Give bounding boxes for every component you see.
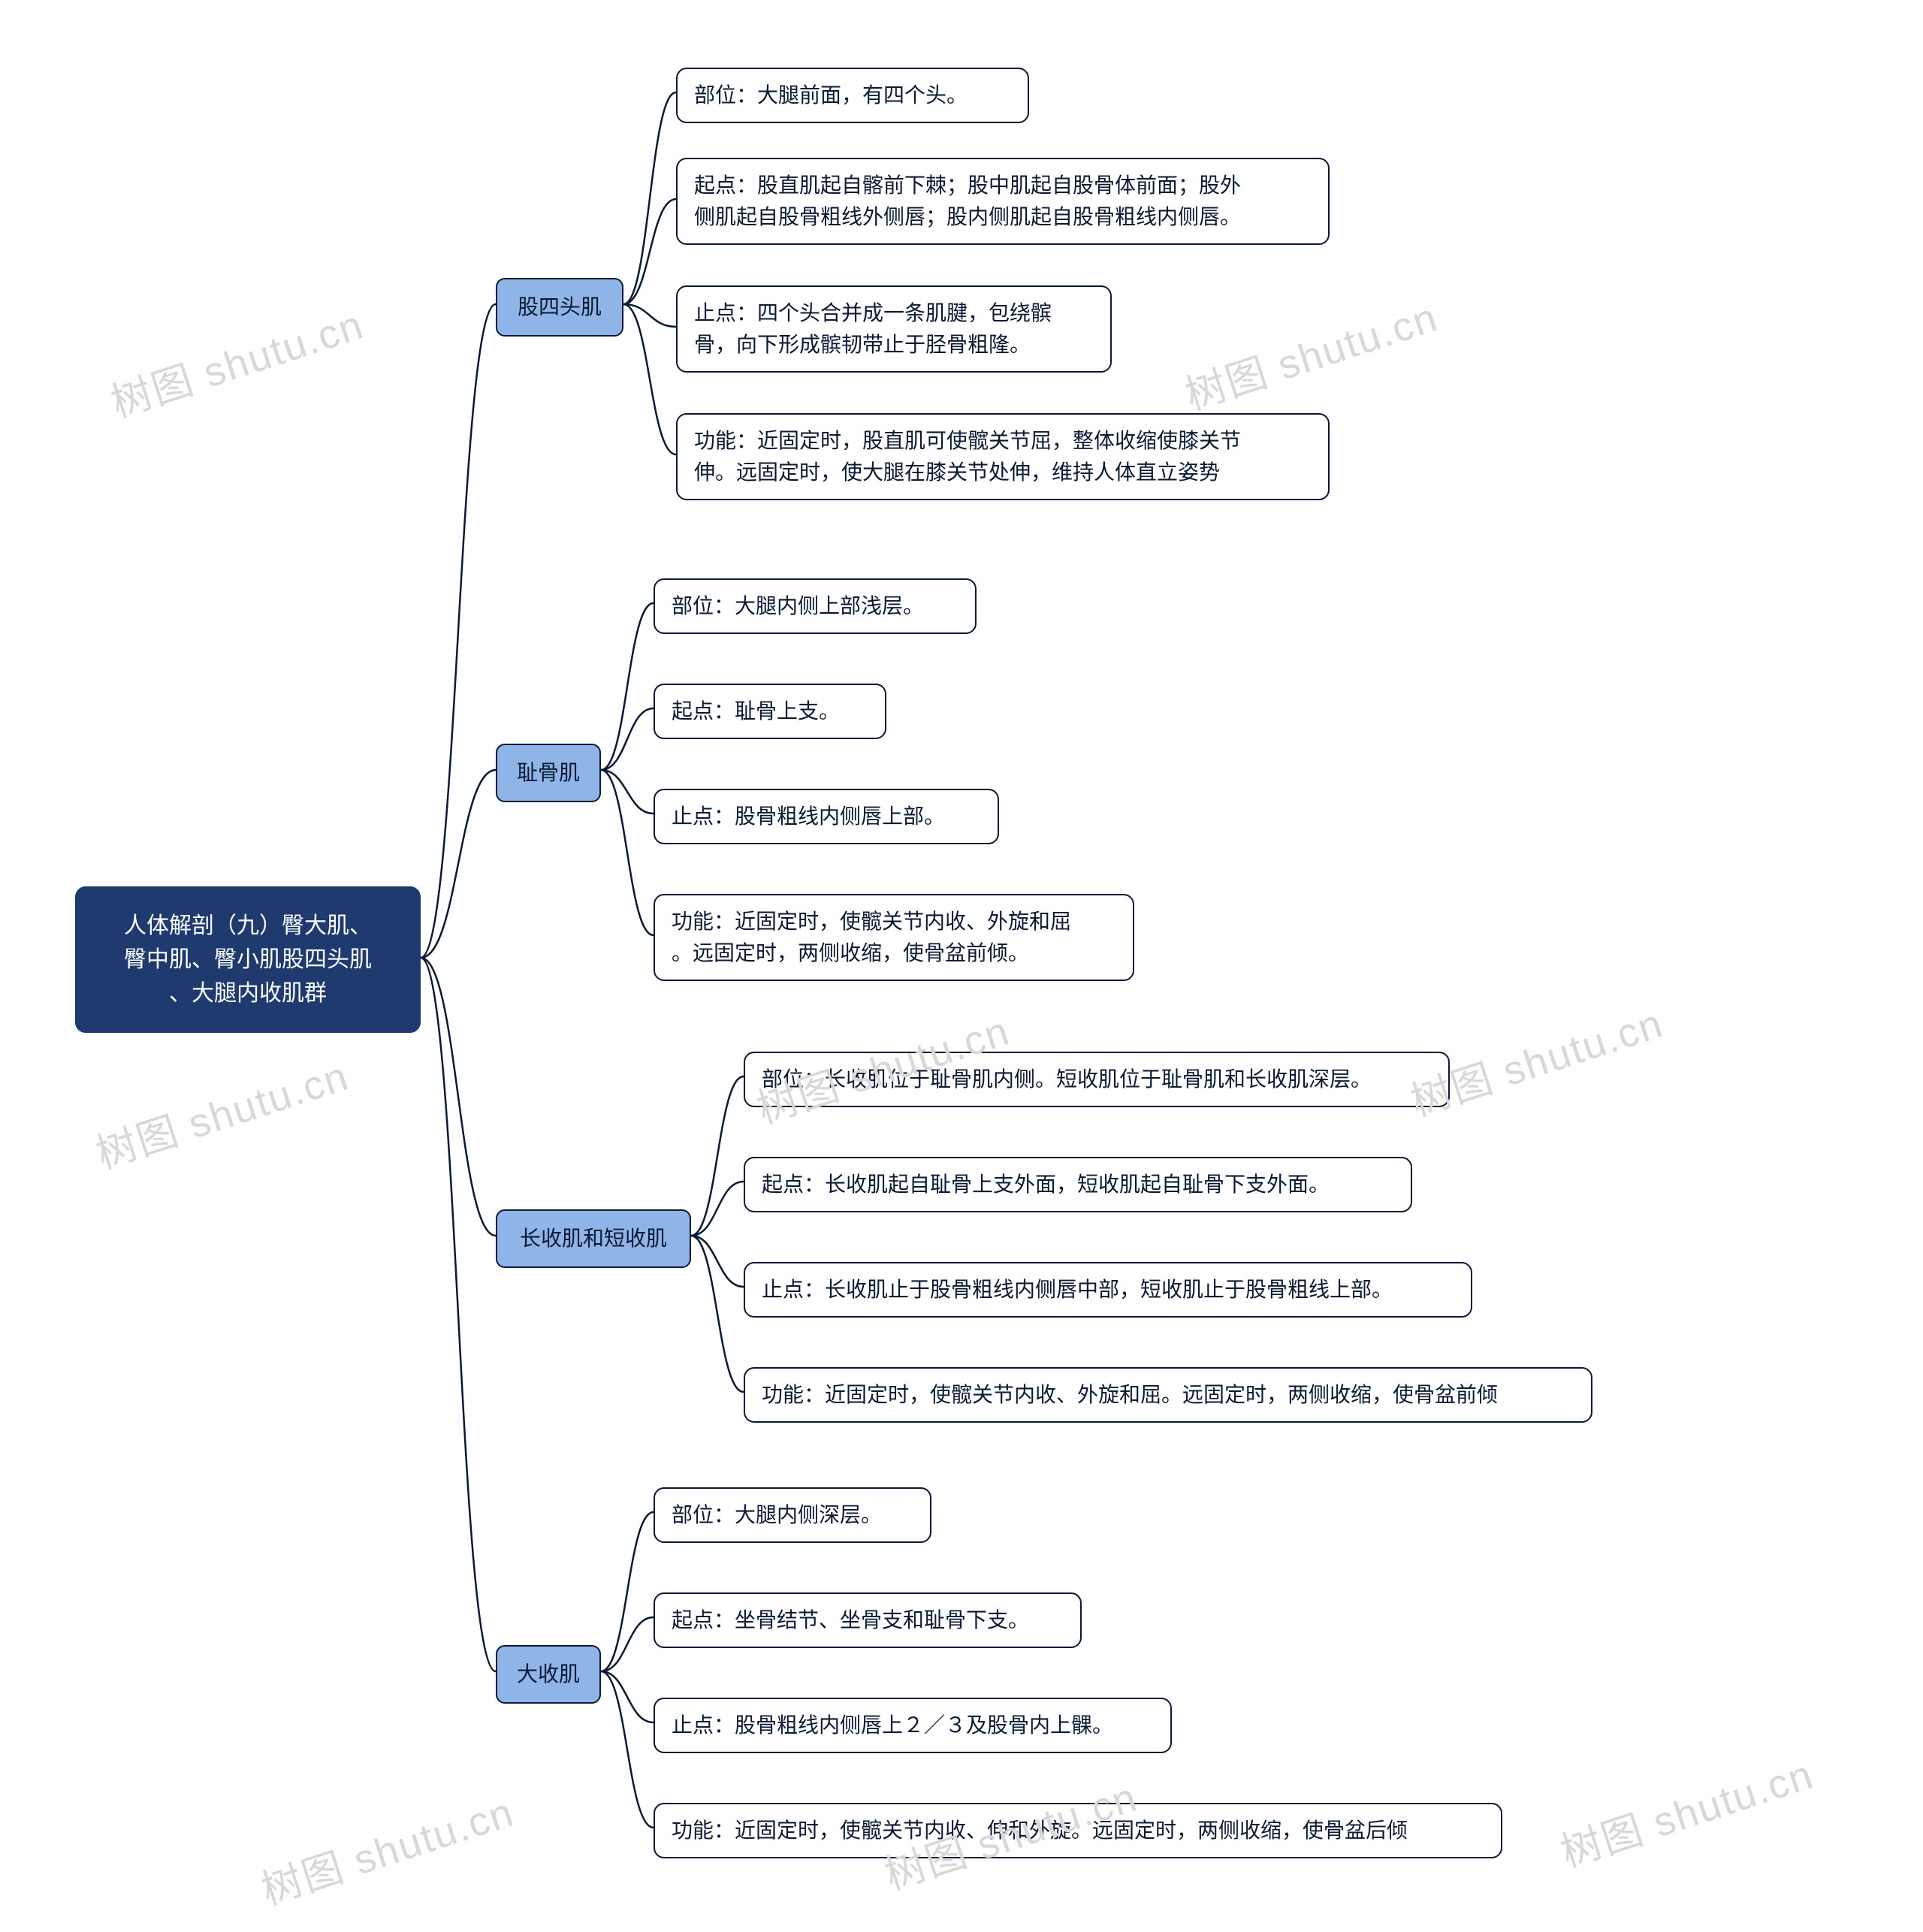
leaf-l21[interactable]: 部位：大腿内侧上部浅层。 <box>654 578 977 634</box>
leaf-l44[interactable]: 功能：近固定时，使髋关节内收、伸和外旋。远固定时，两侧收缩，使骨盆后倾 <box>654 1803 1502 1858</box>
leaf-l32[interactable]: 起点：长收肌起自耻骨上支外面，短收肌起自耻骨下支外面。 <box>744 1157 1412 1212</box>
watermark-1: 树图 shutu.cn <box>1176 284 1444 421</box>
watermark-5: 树图 shutu.cn <box>252 1779 520 1916</box>
watermark-2: 树图 shutu.cn <box>87 1043 355 1180</box>
leaf-l23[interactable]: 止点：股骨粗线内侧唇上部。 <box>654 789 999 844</box>
leaf-l43[interactable]: 止点：股骨粗线内侧唇上２／３及股骨内上髁。 <box>654 1698 1172 1753</box>
leaf-l34[interactable]: 功能：近固定时，使髋关节内收、外旋和屈。远固定时，两侧收缩，使骨盆前倾 <box>744 1367 1592 1423</box>
leaf-l42[interactable]: 起点：坐骨结节、坐骨支和耻骨下支。 <box>654 1592 1082 1648</box>
leaf-l33[interactable]: 止点：长收肌止于股骨粗线内侧唇中部，短收肌止于股骨粗线上部。 <box>744 1262 1472 1318</box>
watermark-7: 树图 shutu.cn <box>1552 1741 1819 1879</box>
leaf-l24[interactable]: 功能：近固定时，使髋关节内收、外旋和屈 。远固定时，两侧收缩，使骨盆前倾。 <box>654 894 1134 981</box>
branch-b4[interactable]: 大收肌 <box>496 1645 601 1704</box>
watermark-0: 树图 shutu.cn <box>102 291 370 429</box>
root-node[interactable]: 人体解剖（九）臀大肌、 臀中肌、臀小肌股四头肌 、大腿内收肌群 <box>75 886 421 1033</box>
leaf-l13[interactable]: 止点：四个头合并成一条肌腱，包绕髌 骨，向下形成髌韧带止于胫骨粗隆。 <box>676 285 1112 373</box>
leaf-l14[interactable]: 功能：近固定时，股直肌可使髋关节屈，整体收缩使膝关节 伸。远固定时，使大腿在膝关… <box>676 413 1330 500</box>
branch-b1[interactable]: 股四头肌 <box>496 278 623 337</box>
branch-b2[interactable]: 耻骨肌 <box>496 744 601 802</box>
leaf-l11[interactable]: 部位：大腿前面，有四个头。 <box>676 68 1029 123</box>
leaf-l12[interactable]: 起点：股直肌起自髂前下棘；股中肌起自股骨体前面；股外 侧肌起自股骨粗线外侧唇；股… <box>676 158 1330 245</box>
leaf-l31[interactable]: 部位：长收肌位于耻骨肌内侧。短收肌位于耻骨肌和长收肌深层。 <box>744 1052 1450 1107</box>
branch-b3[interactable]: 长收肌和短收肌 <box>496 1209 691 1268</box>
leaf-l22[interactable]: 起点：耻骨上支。 <box>654 684 886 739</box>
mindmap-canvas: 人体解剖（九）臀大肌、 臀中肌、臀小肌股四头肌 、大腿内收肌群股四头肌部位：大腿… <box>0 0 1923 1932</box>
leaf-l41[interactable]: 部位：大腿内侧深层。 <box>654 1487 931 1543</box>
